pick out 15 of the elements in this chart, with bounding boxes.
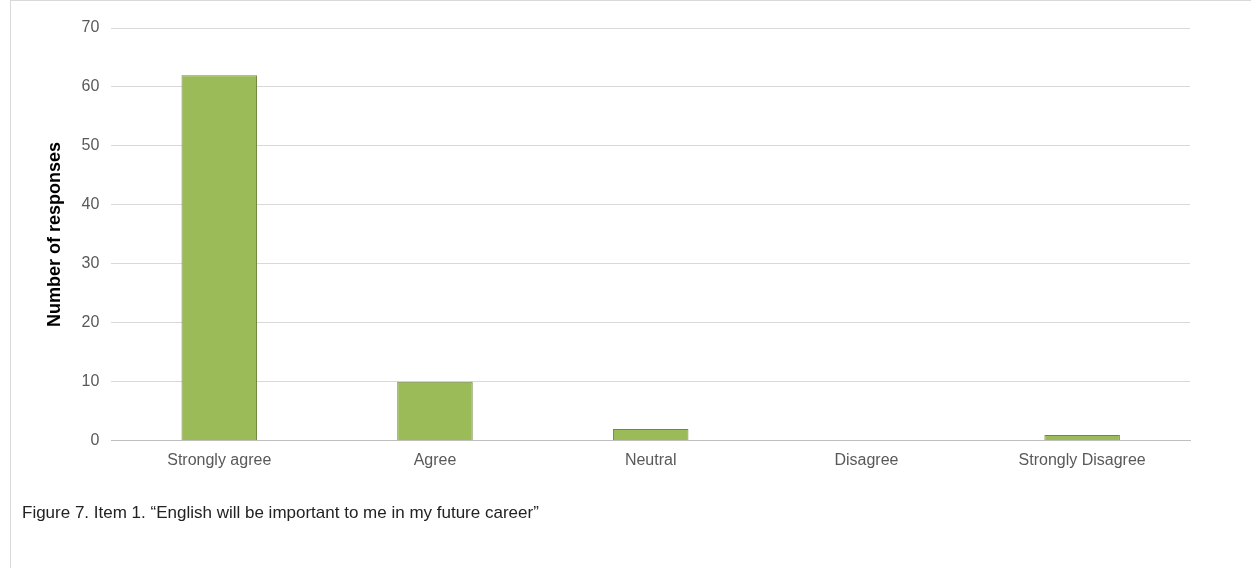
y-axis-title: Number of responses [43, 141, 64, 327]
y-tick-label: 40 [81, 195, 100, 213]
y-tick-label: 50 [81, 136, 100, 154]
y-tick-label: 30 [81, 254, 100, 272]
y-tick-label: 0 [90, 431, 100, 449]
caption: Figure 7. Item 1. “English will be important to me in my future career” [22, 503, 539, 523]
x-tick-label: Strongly agree [167, 450, 272, 468]
x-tick-label: Disagree [834, 450, 899, 468]
y-tick-label: 70 [81, 18, 100, 36]
y-tick-label: 60 [81, 77, 100, 95]
x-tick-label: Agree [413, 450, 457, 468]
y-tick-label: 10 [81, 372, 100, 390]
y-tick-label: 20 [81, 313, 100, 331]
x-tick-label: Neutral [624, 450, 677, 468]
x-tick-label: Strongly Disagree [1018, 450, 1146, 468]
